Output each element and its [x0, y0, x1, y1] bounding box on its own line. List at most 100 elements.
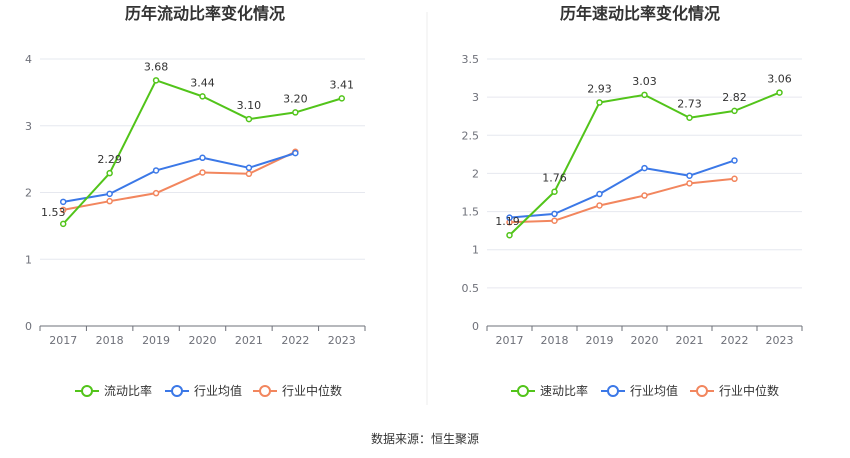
x-tick-label: 2017 [49, 334, 77, 347]
data-point-blue [245, 164, 253, 172]
data-label: 3.06 [767, 73, 792, 86]
data-point-blue [731, 157, 738, 164]
y-tick-label: 1 [472, 244, 479, 257]
data-label: 3.68 [144, 60, 169, 73]
data-point-orange [641, 192, 648, 199]
legend-marker [696, 385, 708, 397]
y-tick-label: 1 [25, 253, 32, 266]
data-point-orange [59, 206, 67, 214]
x-tick-label: 2021 [235, 334, 263, 347]
data-point-blue [199, 154, 206, 162]
data-point-green [152, 77, 160, 84]
x-tick-label: 2017 [496, 334, 524, 347]
legend-label: 行业均值 [630, 383, 678, 398]
legend-item-orange[interactable]: 行业中位数 [690, 383, 779, 398]
y-tick-label: 3 [25, 120, 32, 133]
data-point-green [245, 115, 253, 123]
chart-title: 历年速动比率变化情况 [560, 4, 720, 23]
data-label: 1.19 [495, 215, 520, 228]
data-point-orange [551, 217, 558, 224]
data-label: 3.20 [283, 92, 308, 105]
legend-label: 行业中位数 [282, 383, 342, 398]
y-tick-label: 0 [25, 320, 32, 333]
x-tick-label: 2022 [281, 334, 309, 347]
data-point-orange [199, 169, 206, 176]
data-point-blue [292, 149, 299, 157]
legend-marker [607, 385, 619, 397]
y-tick-label: 4 [25, 53, 32, 66]
legend-marker [259, 385, 271, 397]
legend-marker [81, 385, 93, 397]
y-tick-label: 3.5 [462, 53, 480, 66]
legend-label: 行业中位数 [719, 383, 779, 398]
chart-title: 历年流动比率变化情况 [125, 4, 285, 23]
data-label: 2.29 [97, 153, 122, 166]
quick-ratio-chart: 历年速动比率变化情况 0 0.5 1 1.5 2 2.5 3 3.5 2017 2018 2019 20… [462, 4, 803, 398]
legend-item-orange[interactable]: 行业中位数 [253, 383, 342, 398]
y-tick-label: 2.5 [462, 129, 480, 142]
data-point-green [551, 188, 558, 195]
x-tick-label: 2021 [676, 334, 704, 347]
legend-item-green[interactable]: 流动比率 [75, 383, 152, 398]
legend-label: 流动比率 [104, 383, 152, 398]
data-label: 2.82 [722, 91, 747, 104]
y-tick-label: 0.5 [462, 282, 480, 295]
legend-label: 速动比率 [540, 383, 588, 398]
data-point-green [199, 93, 206, 100]
x-tick-label: 2020 [631, 334, 659, 347]
current-ratio-chart: 历年流动比率变化情况 0 1 2 3 4 2017 2018 2019 2020 2021 2022 2… [25, 4, 366, 398]
data-point-green [506, 231, 513, 239]
data-point-green [292, 109, 299, 116]
data-label: 3.10 [237, 99, 262, 112]
data-point-blue [506, 214, 513, 221]
data-point-blue [641, 164, 648, 172]
data-point-orange [245, 170, 253, 178]
data-point-blue [686, 172, 693, 179]
legend-item-green[interactable]: 速动比率 [511, 383, 588, 398]
x-tick-label: 2018 [541, 334, 569, 347]
data-point-green [59, 220, 67, 228]
data-point-green [686, 114, 693, 121]
y-tick-label: 1.5 [462, 206, 480, 219]
y-tick-label: 3 [472, 91, 479, 104]
x-tick-label: 2019 [142, 334, 170, 347]
data-point-green [338, 95, 346, 102]
legend-marker [517, 385, 529, 397]
data-point-green [731, 107, 738, 115]
data-point-blue [596, 190, 603, 198]
y-tick-label: 2 [472, 167, 479, 180]
x-tick-label: 2019 [586, 334, 614, 347]
data-label: 2.93 [587, 82, 612, 95]
data-label: 1.76 [542, 172, 567, 185]
y-tick-label: 0 [472, 320, 479, 333]
data-point-blue [152, 167, 160, 174]
data-point-green [641, 91, 648, 99]
data-point-orange [596, 202, 603, 209]
data-point-green [596, 99, 603, 106]
legend-item-blue[interactable]: 行业均值 [165, 383, 242, 398]
x-tick-label: 2018 [96, 334, 124, 347]
data-point-blue [59, 198, 67, 206]
data-point-orange [152, 189, 160, 197]
x-tick-label: 2023 [766, 334, 794, 347]
data-label: 3.44 [190, 76, 215, 89]
series-line-blue [509, 159, 735, 219]
series-line-blue [63, 152, 296, 203]
data-label: 1.53 [41, 206, 66, 219]
data-point-orange [686, 180, 693, 187]
source-note: 数据来源：恒生聚源 [371, 431, 479, 446]
data-point-orange [106, 197, 113, 205]
legend-item-blue[interactable]: 行业均值 [601, 383, 678, 398]
series-line-orange [63, 150, 296, 211]
legend-label: 行业均值 [194, 383, 242, 398]
data-label: 2.73 [677, 98, 702, 111]
data-label: 3.03 [632, 75, 657, 88]
x-tick-label: 2022 [721, 334, 749, 347]
y-tick-label: 2 [25, 187, 32, 200]
data-point-green [776, 89, 783, 96]
data-point-green [106, 169, 113, 177]
legend-marker [171, 385, 183, 397]
series-line-orange [509, 177, 735, 224]
data-label: 3.41 [330, 78, 355, 91]
